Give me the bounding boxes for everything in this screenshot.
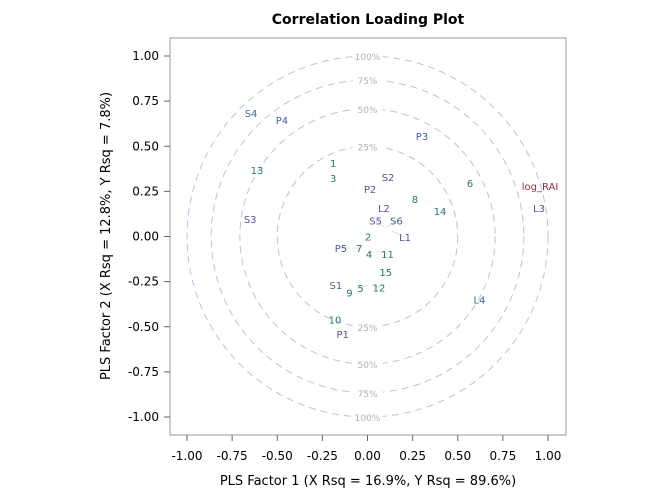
x-tick-label: 1.00 [535,449,562,463]
point-label-13: 13 [251,166,264,177]
circle-label-bg [352,50,383,62]
point-label-1: 1 [330,159,336,170]
x-tick-label: 0.50 [444,449,471,463]
circle-label: 50% [357,361,377,371]
leader-line [342,331,348,335]
point-label-10: 10 [329,316,342,327]
circle-label: 50% [357,106,377,116]
circle-label-bg [352,102,383,115]
circle-label-bg [352,74,383,87]
x-tick-label: -0.75 [217,449,248,463]
x-tick-label: 0.00 [354,449,381,463]
circle-label: 100% [355,53,381,63]
point-label-L4: L4 [473,296,485,307]
point-label-P5: P5 [335,244,347,255]
point-label-S6: S6 [390,216,403,227]
y-tick-label: 0.75 [132,94,159,108]
y-tick-label: -0.75 [128,365,159,379]
point-label-8: 8 [412,195,418,206]
circle-label: 75% [357,390,377,400]
y-axis-label: PLS Factor 2 (X Rsq = 12.8%, Y Rsq = 7.8… [99,92,114,380]
circle-label-bg [352,411,383,423]
circle-label: 100% [355,414,381,424]
point-label-6: 6 [467,179,473,190]
point-label-S3: S3 [244,215,257,226]
point-label-L1: L1 [399,233,411,244]
point-label-S4: S4 [245,109,258,120]
leader-line [360,284,368,289]
leader-line [383,272,387,277]
point-label-7: 7 [356,244,362,255]
point-label-S1: S1 [330,281,343,292]
point-label-log_RAI: log_RAI [522,182,559,193]
circle-label: 75% [357,77,377,87]
point-label-3: 3 [330,174,336,185]
circle-label-bg [352,386,383,399]
circle-label-bg [352,358,383,371]
circle-label-bg [352,320,383,333]
leader-line [375,220,385,228]
circle-label: 25% [357,324,377,334]
point-label-14: 14 [434,207,447,218]
circle-label-bg [352,140,383,153]
point-label-9: 9 [346,288,352,299]
point-label-2: 2 [365,233,371,244]
leader-line [386,220,397,228]
chart-title: Correlation Loading Plot [272,12,465,28]
point-label-P4: P4 [276,116,288,127]
leader-line [376,250,388,255]
x-tick-label: -0.25 [307,449,338,463]
x-axis-label: PLS Factor 1 (X Rsq = 16.9%, Y Rsq = 89.… [220,474,516,489]
y-tick-label: -1.00 [128,410,159,424]
leader-line [371,284,380,288]
point-label-11: 11 [381,250,394,261]
x-tick-label: -1.00 [171,449,202,463]
y-tick-label: 0.50 [132,139,159,153]
point-label-L3: L3 [533,204,545,215]
point-label-S5: S5 [369,216,382,227]
x-tick-label: 0.25 [399,449,426,463]
point-label-P1: P1 [336,330,348,341]
leader-line [391,230,406,238]
y-tick-label: 1.00 [132,49,159,63]
point-label-5: 5 [357,284,363,295]
y-tick-label: 0.25 [132,184,159,198]
circle-100pct [186,55,549,418]
y-tick-label: -0.25 [128,275,159,289]
x-tick-label: 0.75 [490,449,517,463]
point-label-12: 12 [373,283,386,294]
leader-line [368,250,373,255]
point-label-S2: S2 [382,173,395,184]
point-label-P3: P3 [416,132,428,143]
point-label-P2: P2 [364,185,376,196]
point-label-15: 15 [379,268,392,279]
point-label-4: 4 [366,250,372,261]
point-label-L2: L2 [378,204,390,215]
circle-label: 25% [357,143,377,153]
y-tick-label: 0.00 [132,230,159,244]
x-tick-label: -0.50 [262,449,293,463]
y-tick-label: -0.50 [128,320,159,334]
